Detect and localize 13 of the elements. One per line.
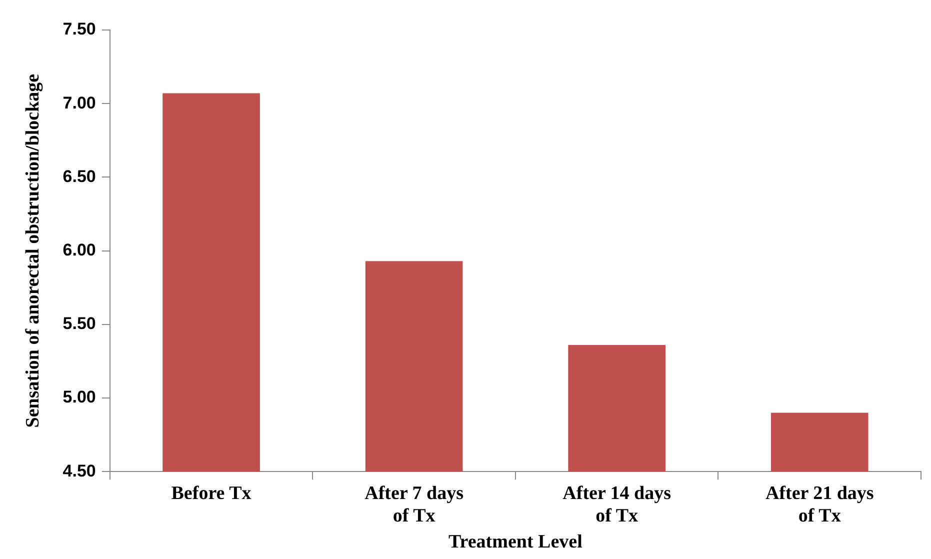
x-tick-label: After 7 days of Tx	[364, 482, 464, 527]
x-tick-label: After 21 days of Tx	[765, 482, 874, 527]
y-tick-label: 7.00	[62, 93, 96, 112]
y-tick-label: 7.50	[62, 20, 96, 39]
y-tick-label: 5.50	[62, 314, 96, 334]
x-tick-label: Before Tx	[171, 482, 252, 504]
x-axis-title: Treatment Level	[448, 532, 582, 553]
y-tick-label: 6.50	[62, 166, 96, 186]
y-tick-label: 6.00	[62, 240, 96, 260]
y-tick-label: 4.50	[62, 461, 96, 480]
y-tick-label: 5.00	[62, 388, 96, 407]
x-tick-label: After 14 days of Tx	[562, 482, 672, 527]
y-axis-title: Sensation of anorectal obstruction/blockage	[22, 74, 44, 428]
